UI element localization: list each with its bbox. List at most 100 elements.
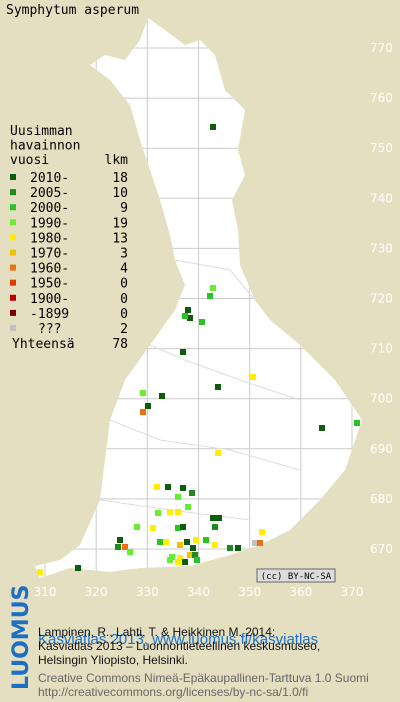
- region-borders: [99, 259, 301, 521]
- observation-dot: [207, 293, 213, 299]
- total-label: Yhteensä: [12, 337, 75, 352]
- observation-dot: [189, 490, 195, 496]
- observation-dot: [175, 509, 181, 515]
- observation-dot: [203, 537, 209, 543]
- legend-swatch: [10, 264, 16, 271]
- license-line: Creative Commons Nimeä-Epäkaupallinen-Ta…: [38, 671, 369, 685]
- observation-dot: [154, 484, 160, 490]
- legend-heading: vuosi: [10, 153, 49, 168]
- legend-count: 3: [120, 247, 128, 262]
- x-tick-label: 370: [341, 585, 364, 599]
- observation-dot: [252, 540, 258, 546]
- y-tick-label: 720: [370, 292, 393, 306]
- y-tick-label: 680: [370, 492, 393, 506]
- legend-count-heading: lkm: [105, 153, 129, 168]
- observation-dot: [177, 555, 183, 561]
- observation-dot: [134, 524, 140, 530]
- observation-dot: [354, 420, 360, 426]
- observation-dot: [235, 545, 241, 551]
- y-tick-label: 760: [370, 91, 393, 105]
- y-tick-label: 700: [370, 392, 393, 406]
- observation-dot: [155, 510, 161, 516]
- citation-line: Helsingin Yliopisto, Helsinki.: [38, 653, 188, 667]
- citation-line: Lampinen, R., Lahti, T. & Heikkinen M. 2…: [38, 625, 275, 639]
- observation-dot: [210, 124, 216, 130]
- y-tick-label: 750: [370, 141, 393, 155]
- legend-label: 1950-: [30, 277, 69, 292]
- legend-label: ???: [38, 322, 61, 337]
- legend-label: 1990-: [30, 216, 69, 231]
- observation-dot: [192, 552, 198, 558]
- observation-dot: [140, 390, 146, 396]
- y-tick-label: 690: [370, 442, 393, 456]
- observation-dot: [117, 537, 123, 543]
- observation-dot: [37, 569, 43, 575]
- legend-count: 2: [120, 322, 128, 337]
- license-line: http://creativecommons.org/licenses/by-n…: [38, 685, 308, 699]
- observation-dot: [184, 539, 190, 545]
- observation-dot: [122, 544, 128, 550]
- legend-swatch: [10, 294, 16, 301]
- observation-dot: [210, 285, 216, 291]
- legend-label: 1960-: [30, 262, 69, 277]
- observation-dot: [190, 545, 196, 551]
- y-tick-label: 670: [370, 542, 393, 556]
- observation-dot: [127, 549, 133, 555]
- legend-heading: Uusimman: [10, 124, 73, 139]
- observation-dot: [185, 307, 191, 313]
- observation-dot: [167, 557, 173, 563]
- observation-dot: [175, 559, 181, 565]
- legend-swatch: [10, 204, 16, 211]
- legend-swatch: [10, 279, 16, 286]
- observation-dot: [159, 393, 165, 399]
- legend-count: 0: [120, 277, 128, 292]
- license-badge: (cc) BY-NC-SA: [261, 572, 332, 582]
- y-tick-label: 770: [370, 41, 393, 55]
- observation-dot: [180, 349, 186, 355]
- observation-dot: [115, 544, 121, 550]
- legend-swatch: [10, 189, 16, 196]
- observation-dot: [212, 542, 218, 548]
- observation-dot: [165, 484, 171, 490]
- legend-count: 0: [120, 292, 128, 307]
- x-tick-label: 330: [136, 585, 159, 599]
- species-title: Symphytum asperum: [6, 3, 139, 18]
- y-tick-label: 710: [370, 342, 393, 356]
- legend-count: 4: [120, 262, 128, 277]
- observation-dot: [257, 540, 263, 546]
- legend-count: 18: [112, 171, 128, 186]
- y-tick-label: 740: [370, 191, 393, 205]
- observation-dot: [182, 559, 188, 565]
- observation-dot: [212, 524, 218, 530]
- legend-swatch: [10, 309, 16, 316]
- observation-dot: [193, 537, 199, 543]
- citation-line: Kasviatlas 2013 – Luonnontieteellinen ke…: [38, 639, 320, 653]
- legend-label: -1899: [30, 307, 69, 322]
- legend-swatch: [10, 219, 16, 226]
- legend-label: 1980-: [30, 231, 69, 246]
- observation-dot: [175, 525, 181, 531]
- observation-dot: [150, 525, 156, 531]
- legend-count: 0: [120, 307, 128, 322]
- observation-dot: [250, 374, 256, 380]
- observation-dot: [182, 313, 188, 319]
- footer-text: Lampinen, R., Lahti, T. & Heikkinen M. 2…: [38, 625, 369, 699]
- y-tick-label: 730: [370, 241, 393, 255]
- total-count: 78: [112, 337, 128, 352]
- atlas-link[interactable]: Kasviatlas 2013, www.luomus.fi/kasviatla…: [38, 631, 318, 648]
- observation-dot: [180, 485, 186, 491]
- legend-count: 13: [112, 231, 128, 246]
- logo: LUOMUS: [9, 585, 34, 690]
- observation-dot: [215, 450, 221, 456]
- legend-count: 10: [112, 186, 128, 201]
- x-tick-label: 350: [238, 585, 261, 599]
- observation-dot: [185, 504, 191, 510]
- x-tick-label: 340: [187, 585, 210, 599]
- observation-dot: [75, 565, 81, 571]
- observation-dot: [216, 515, 222, 521]
- observation-dot: [259, 529, 265, 535]
- legend-swatch: [10, 174, 16, 180]
- observation-dot: [187, 552, 193, 558]
